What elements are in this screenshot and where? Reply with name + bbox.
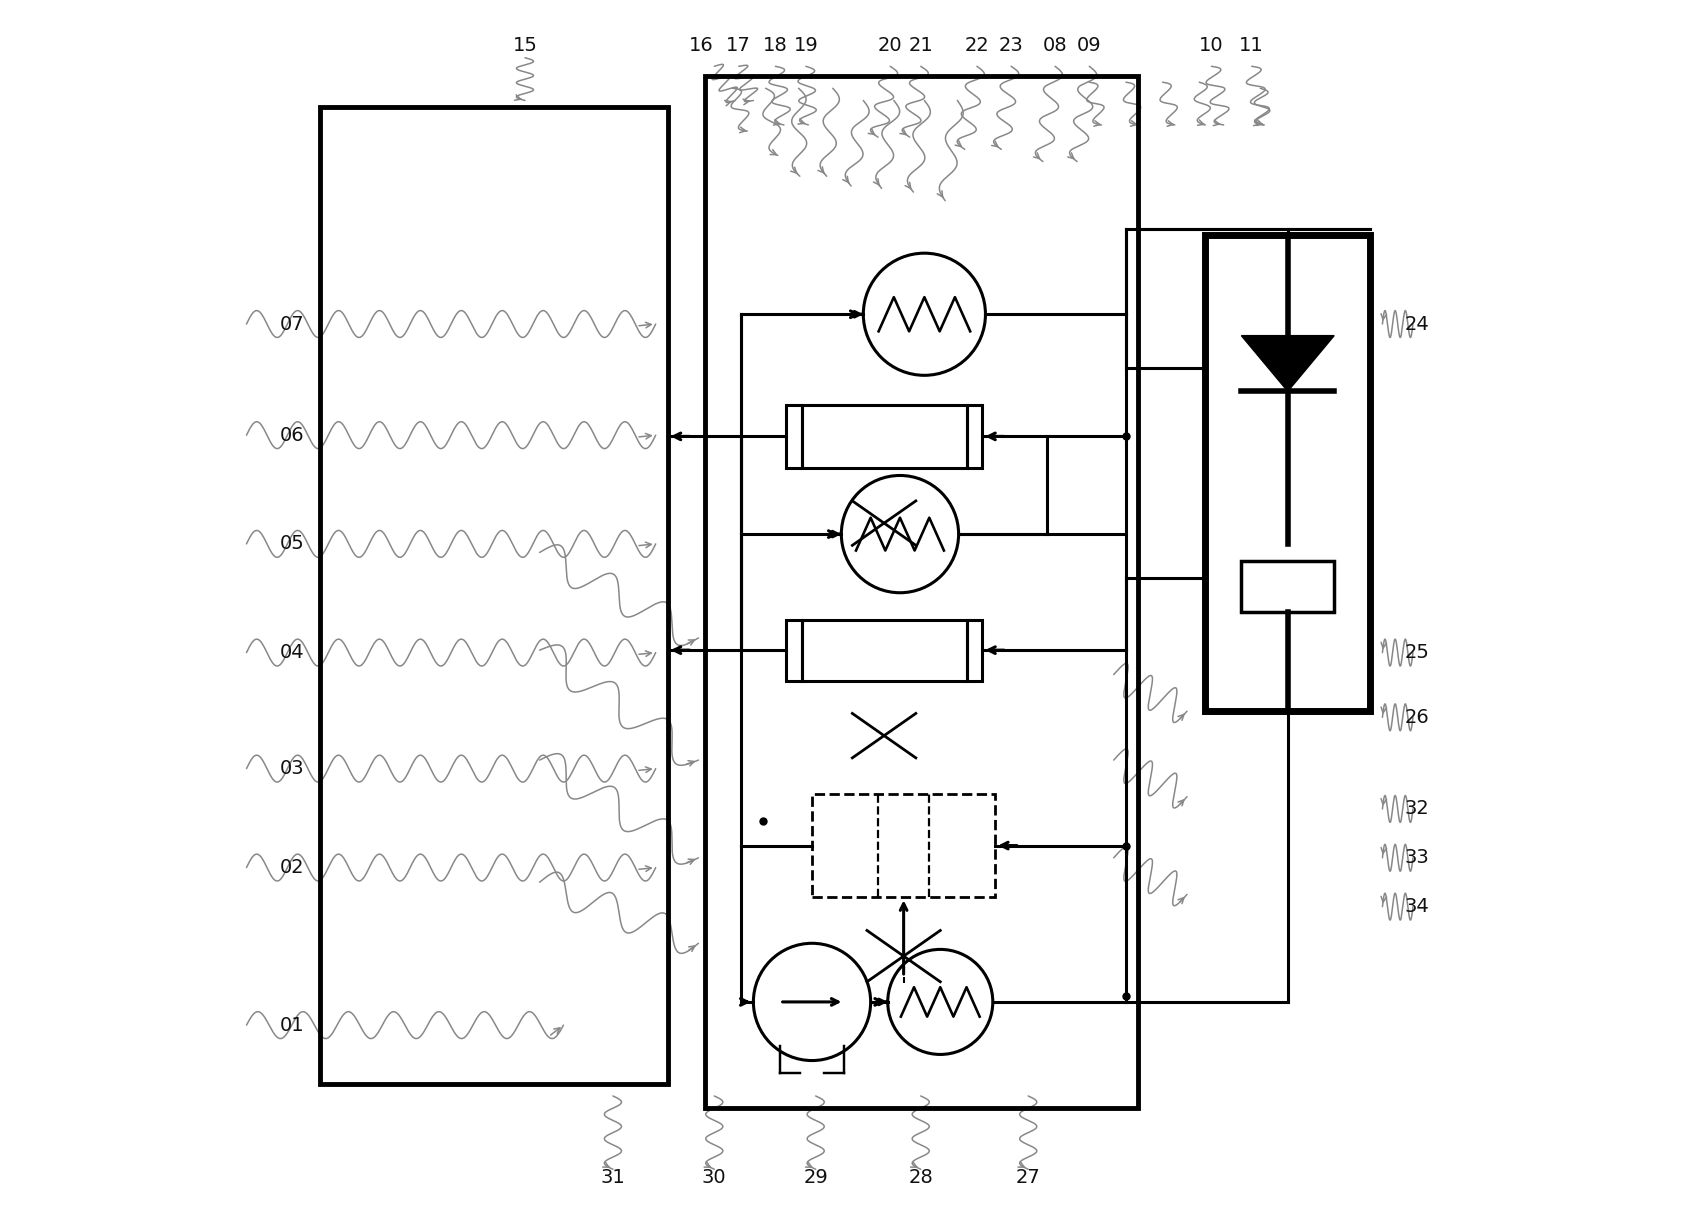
Text: 06: 06 [279, 426, 304, 444]
Text: 31: 31 [600, 1168, 625, 1188]
Bar [801, 620, 966, 681]
Text: 04: 04 [279, 643, 304, 663]
Text: 29: 29 [802, 1168, 828, 1188]
Text: 26: 26 [1404, 708, 1429, 726]
Bar [966, 620, 981, 681]
Text: 32: 32 [1404, 800, 1429, 818]
Bar [785, 620, 801, 681]
Text: 03: 03 [279, 760, 304, 778]
Bar [966, 405, 981, 469]
Text: 09: 09 [1076, 36, 1101, 55]
Text: 02: 02 [279, 858, 304, 877]
Text: 16: 16 [687, 36, 713, 55]
Bar [1241, 561, 1333, 612]
Bar [704, 76, 1137, 1108]
Text: 11: 11 [1238, 36, 1263, 55]
Polygon shape [1241, 336, 1333, 391]
Text: 15: 15 [512, 36, 537, 55]
Text: 22: 22 [964, 36, 988, 55]
Text: 24: 24 [1404, 314, 1429, 334]
Text: 01: 01 [279, 1016, 304, 1034]
Text: 08: 08 [1042, 36, 1067, 55]
Text: 18: 18 [762, 36, 787, 55]
Text: 19: 19 [794, 36, 817, 55]
Text: 07: 07 [279, 314, 304, 334]
Text: 05: 05 [279, 535, 304, 553]
Bar [811, 794, 995, 897]
Text: 20: 20 [877, 36, 902, 55]
Text: 34: 34 [1404, 897, 1429, 917]
Bar [801, 405, 966, 469]
Bar [319, 107, 667, 1083]
Text: 21: 21 [907, 36, 932, 55]
Text: 23: 23 [998, 36, 1024, 55]
Text: 25: 25 [1404, 643, 1429, 663]
Text: 17: 17 [726, 36, 750, 55]
Text: 33: 33 [1404, 848, 1429, 867]
Text: 10: 10 [1199, 36, 1223, 55]
Text: 27: 27 [1015, 1168, 1040, 1188]
Bar [785, 405, 801, 469]
Text: 28: 28 [907, 1168, 932, 1188]
Bar [1204, 234, 1370, 712]
Text: 30: 30 [701, 1168, 726, 1188]
